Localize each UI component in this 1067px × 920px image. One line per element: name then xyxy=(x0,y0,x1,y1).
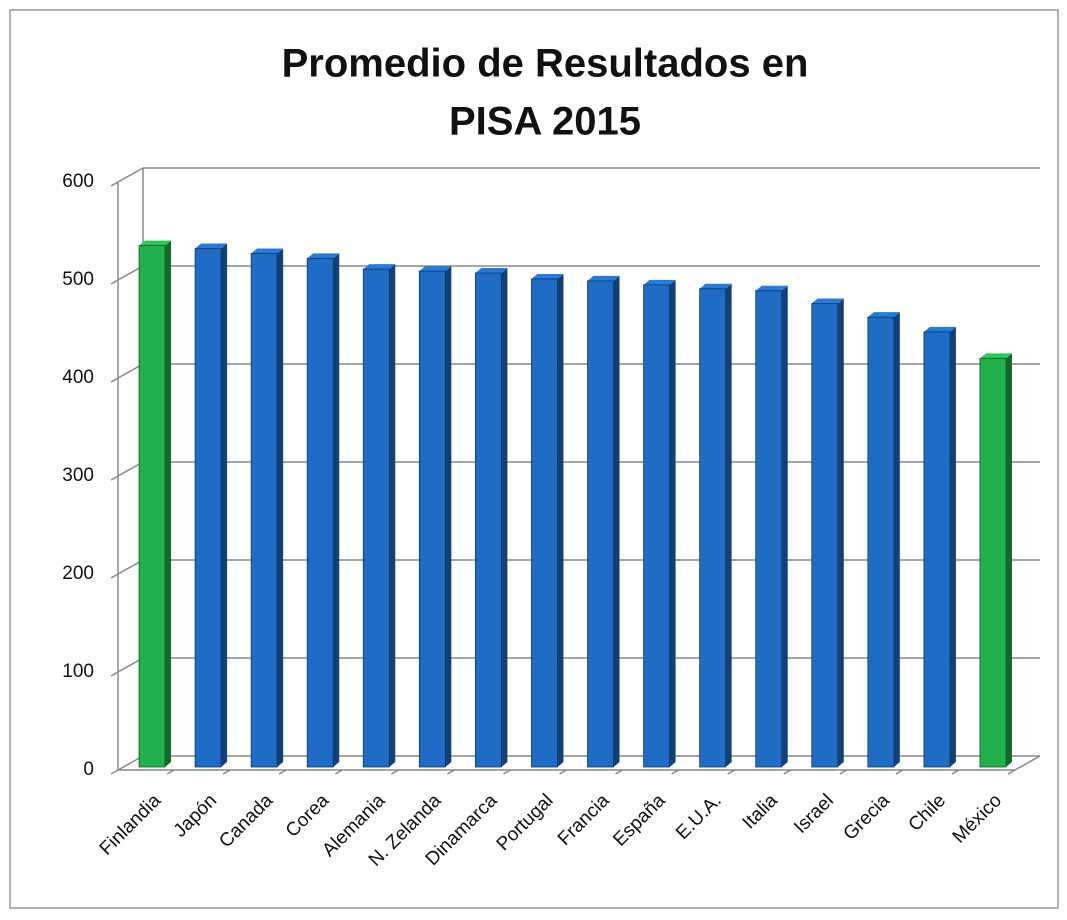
bar-top xyxy=(699,283,732,289)
grid-slant xyxy=(117,167,144,183)
bar-top xyxy=(587,275,620,281)
bar-side xyxy=(669,279,676,767)
chart-title: Promedio de Resultados en xyxy=(282,42,809,86)
tick-mark xyxy=(110,181,119,187)
tick-mark xyxy=(447,769,455,775)
bar xyxy=(979,357,1007,768)
bar-top xyxy=(755,285,788,291)
tick-mark xyxy=(110,671,119,677)
tick-mark xyxy=(222,769,231,775)
bar-side xyxy=(165,240,172,767)
bar-side xyxy=(725,283,732,767)
tick-mark xyxy=(839,769,848,775)
tick-mark xyxy=(110,769,119,775)
tick-mark xyxy=(166,769,175,775)
tick-mark xyxy=(615,769,623,775)
tick-mark xyxy=(783,769,792,775)
bar xyxy=(306,257,334,768)
tick-mark xyxy=(390,769,399,775)
chart-title: PISA 2015 xyxy=(449,100,641,144)
tick-mark xyxy=(110,377,119,383)
bar-side xyxy=(949,326,956,767)
bar-side xyxy=(445,266,452,767)
bar-side xyxy=(221,243,228,767)
y-tick-label: 200 xyxy=(62,563,94,584)
bar-side xyxy=(837,298,844,767)
tick-mark xyxy=(951,769,960,775)
bar xyxy=(194,248,222,768)
bar xyxy=(811,303,839,768)
bar-top xyxy=(195,243,228,249)
bar-side xyxy=(613,275,620,767)
tick-mark xyxy=(110,279,119,285)
bar xyxy=(418,270,446,768)
tick-mark xyxy=(334,769,343,775)
tick-mark xyxy=(110,573,119,579)
y-tick-label: 100 xyxy=(62,661,94,682)
tick-mark xyxy=(895,769,904,775)
bar-top xyxy=(251,248,284,254)
tick-mark xyxy=(1007,769,1016,775)
bar-top xyxy=(139,240,172,246)
bar-top xyxy=(475,268,508,274)
bar-top xyxy=(419,266,452,272)
bar-side xyxy=(389,264,396,767)
y-tick-label: 0 xyxy=(83,759,94,780)
y-tick-label: 500 xyxy=(62,269,94,290)
bar-side xyxy=(557,273,564,767)
bar xyxy=(362,268,390,768)
bar xyxy=(475,272,502,768)
y-tick-label: 400 xyxy=(62,367,94,388)
bar xyxy=(923,331,951,768)
tick-mark xyxy=(110,475,119,481)
bar xyxy=(755,290,783,768)
bar-top xyxy=(867,312,900,318)
y-tick-label: 300 xyxy=(62,465,94,486)
tick-mark xyxy=(559,769,567,775)
bar-top xyxy=(979,353,1012,359)
tick-mark xyxy=(727,769,736,775)
bar-top xyxy=(811,298,844,304)
bar-top xyxy=(307,253,340,259)
bar xyxy=(138,245,166,768)
bar-side xyxy=(781,285,788,767)
tick-mark xyxy=(671,769,679,775)
bar-side xyxy=(893,312,900,767)
bar-top xyxy=(643,279,676,285)
bar-side xyxy=(333,253,340,768)
y-tick-label: 600 xyxy=(62,171,94,192)
bar xyxy=(699,288,727,768)
bar xyxy=(587,280,614,768)
bar xyxy=(867,316,895,768)
tick-mark xyxy=(503,769,511,775)
tick-mark xyxy=(278,769,287,775)
bar-side xyxy=(501,268,508,767)
bar-side xyxy=(1005,353,1012,767)
floor-edge xyxy=(1014,755,1041,771)
bar xyxy=(250,253,278,768)
bar xyxy=(531,278,558,768)
bar-top xyxy=(923,326,956,332)
bar-side xyxy=(277,248,284,767)
bar-top xyxy=(363,264,396,270)
bar-top xyxy=(531,273,564,279)
bar xyxy=(643,284,670,768)
